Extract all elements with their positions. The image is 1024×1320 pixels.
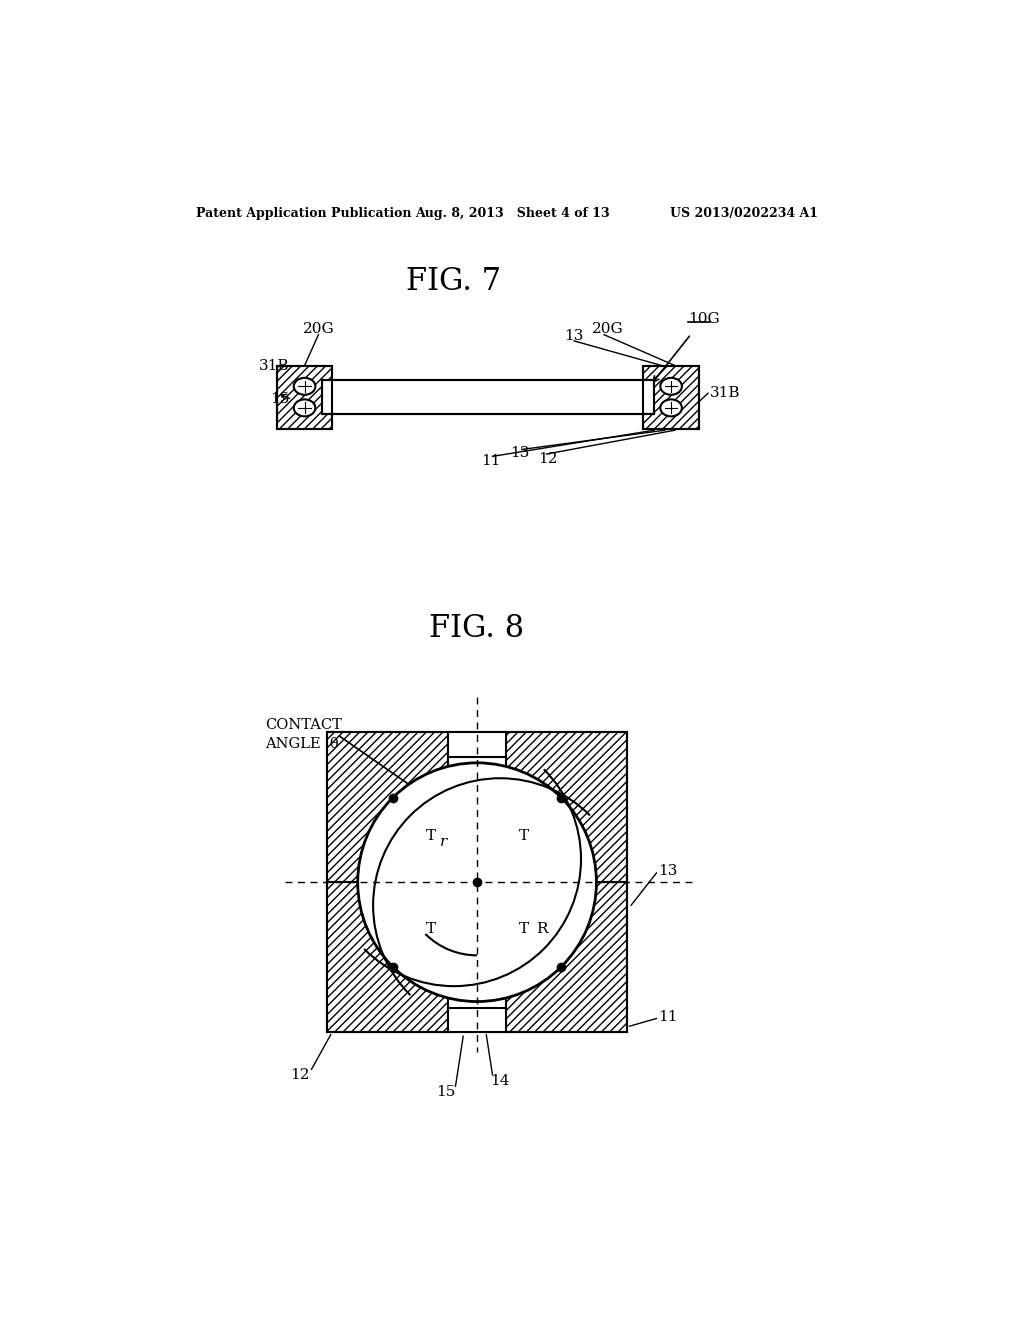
Bar (327, 882, 447, 1032)
Text: T: T (426, 921, 435, 936)
Circle shape (357, 763, 596, 1002)
Bar (327, 882, 447, 1032)
Bar (327, 733, 447, 882)
Text: 13: 13 (564, 329, 584, 342)
Bar (506, 882, 628, 1032)
Text: US 2013/0202234 A1: US 2013/0202234 A1 (670, 207, 817, 220)
Text: 14: 14 (416, 392, 435, 407)
Text: FIG. 8: FIG. 8 (429, 612, 524, 644)
Text: 10G: 10G (688, 312, 720, 326)
Text: 12: 12 (539, 451, 558, 466)
Bar (643, 366, 698, 429)
Bar (322, 380, 654, 414)
Text: T: T (518, 829, 528, 842)
Text: 31B: 31B (258, 359, 289, 374)
Bar (643, 366, 698, 429)
Bar (506, 882, 628, 1032)
Bar (506, 733, 628, 882)
Text: r: r (440, 834, 447, 849)
Text: Aug. 8, 2013   Sheet 4 of 13: Aug. 8, 2013 Sheet 4 of 13 (416, 207, 610, 220)
Text: 14: 14 (490, 1074, 510, 1088)
Ellipse shape (660, 378, 682, 395)
Bar (506, 733, 628, 882)
Text: CONTACT
ANGLE  θ: CONTACT ANGLE θ (265, 718, 342, 751)
Text: T: T (426, 829, 435, 842)
Text: 13: 13 (658, 863, 678, 878)
Text: 11: 11 (658, 1010, 678, 1024)
Text: T: T (518, 921, 528, 936)
Bar (322, 380, 654, 414)
Bar (276, 366, 333, 429)
Bar (447, 1007, 506, 1032)
Bar (276, 366, 333, 429)
Ellipse shape (294, 400, 315, 416)
Ellipse shape (294, 378, 315, 395)
Text: 15: 15 (436, 1085, 456, 1100)
Ellipse shape (660, 400, 682, 416)
Text: 20G: 20G (302, 322, 334, 337)
Bar (327, 733, 628, 1032)
Bar (276, 366, 333, 429)
Text: 11: 11 (481, 454, 501, 469)
Text: 15: 15 (270, 392, 290, 407)
Text: 20G: 20G (592, 322, 624, 337)
Text: 13: 13 (510, 446, 529, 461)
Text: FIG. 7: FIG. 7 (407, 267, 502, 297)
Text: Patent Application Publication: Patent Application Publication (196, 207, 412, 220)
Bar (327, 733, 447, 882)
Text: 12: 12 (290, 1068, 309, 1081)
Text: R: R (536, 923, 548, 936)
Text: 31B: 31B (710, 387, 740, 400)
Bar (643, 366, 698, 429)
Bar (447, 733, 506, 756)
